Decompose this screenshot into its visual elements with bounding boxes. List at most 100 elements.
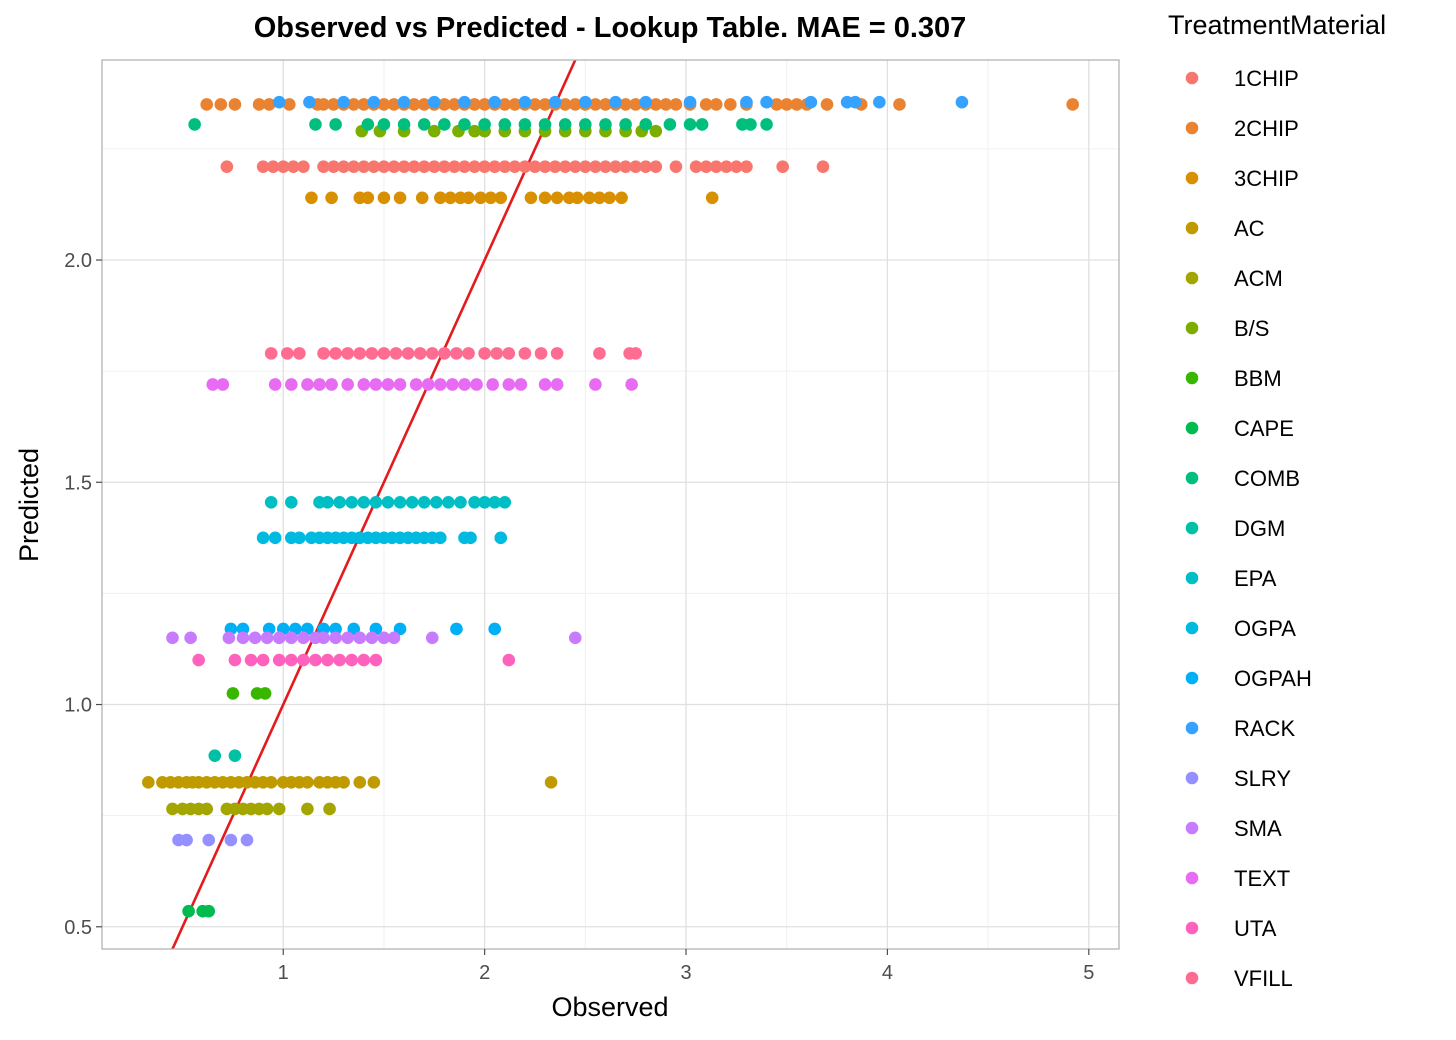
data-point bbox=[442, 495, 455, 509]
legend-key bbox=[1185, 371, 1199, 385]
legend-label: SLRY bbox=[1234, 766, 1291, 791]
legend-item: ACM bbox=[1185, 266, 1283, 291]
data-point bbox=[603, 191, 616, 205]
legend-title: TreatmentMaterial bbox=[1168, 10, 1386, 40]
legend-item: 1CHIP bbox=[1185, 66, 1299, 91]
data-point bbox=[276, 160, 290, 173]
legend-item: SMA bbox=[1185, 816, 1282, 841]
x-tick-label: 2 bbox=[479, 962, 490, 984]
data-point bbox=[776, 160, 789, 173]
legend-key bbox=[1185, 321, 1199, 335]
data-point bbox=[387, 631, 401, 645]
series-DGM bbox=[208, 749, 242, 762]
data-point bbox=[361, 118, 375, 131]
data-point bbox=[548, 95, 562, 109]
data-point bbox=[367, 776, 381, 789]
data-point bbox=[369, 495, 383, 509]
data-point bbox=[305, 191, 318, 205]
data-point bbox=[413, 347, 427, 360]
data-point bbox=[514, 378, 528, 391]
series-OGPA bbox=[256, 531, 508, 545]
legend-items: 1CHIP 2CHIP 3CHIP AC ACM B/S BBM CAPE COMB DGM EPA… bbox=[1185, 66, 1312, 991]
data-point bbox=[202, 833, 216, 847]
data-point bbox=[226, 687, 240, 700]
data-point bbox=[438, 347, 451, 360]
series-1CHIP bbox=[220, 160, 830, 173]
data-point bbox=[538, 378, 552, 391]
data-point bbox=[599, 118, 612, 131]
data-point bbox=[353, 631, 367, 645]
data-point bbox=[329, 631, 342, 645]
data-point bbox=[498, 98, 512, 111]
data-point bbox=[202, 904, 216, 918]
legend-label: DGM bbox=[1234, 516, 1285, 541]
data-point bbox=[649, 160, 663, 173]
data-point bbox=[401, 347, 415, 360]
data-point bbox=[583, 191, 596, 205]
data-point bbox=[297, 653, 310, 667]
data-point bbox=[260, 802, 274, 816]
data-point bbox=[446, 378, 459, 391]
data-point bbox=[317, 631, 330, 645]
data-point bbox=[369, 378, 383, 391]
legend-label: AC bbox=[1234, 216, 1265, 241]
data-point bbox=[268, 531, 282, 545]
data-point bbox=[474, 191, 487, 205]
data-point bbox=[240, 833, 254, 847]
data-point bbox=[166, 802, 179, 816]
legend-label: 1CHIP bbox=[1234, 66, 1299, 91]
data-point bbox=[434, 531, 447, 545]
data-point bbox=[659, 98, 673, 111]
data-point bbox=[619, 98, 632, 111]
data-point bbox=[770, 98, 783, 111]
legend-label: CAPE bbox=[1234, 416, 1294, 441]
x-tick-label: 4 bbox=[882, 962, 893, 984]
data-point bbox=[166, 631, 179, 645]
data-point bbox=[709, 160, 723, 173]
data-point bbox=[347, 622, 361, 636]
data-point bbox=[502, 653, 516, 667]
data-point bbox=[285, 631, 298, 645]
legend-label: 2CHIP bbox=[1234, 116, 1299, 141]
legend-key bbox=[1185, 771, 1199, 785]
data-point bbox=[341, 347, 354, 360]
data-point bbox=[309, 118, 322, 131]
data-point bbox=[369, 653, 383, 667]
data-point bbox=[478, 118, 491, 131]
data-point bbox=[427, 95, 441, 109]
data-point bbox=[222, 631, 236, 645]
data-point bbox=[699, 160, 713, 173]
series-AC bbox=[142, 776, 558, 789]
data-point bbox=[848, 95, 862, 109]
data-point bbox=[301, 378, 314, 391]
data-point bbox=[518, 118, 532, 131]
data-point bbox=[683, 118, 697, 131]
data-point bbox=[365, 347, 379, 360]
data-point bbox=[317, 622, 330, 636]
data-point bbox=[262, 98, 276, 111]
data-point bbox=[893, 98, 906, 111]
data-point bbox=[301, 776, 314, 789]
data-point bbox=[468, 98, 481, 111]
data-point bbox=[705, 191, 719, 205]
data-point bbox=[508, 160, 522, 173]
series-OGPAH bbox=[224, 622, 502, 636]
data-point bbox=[293, 347, 306, 360]
data-point bbox=[214, 98, 228, 111]
data-point bbox=[488, 622, 502, 636]
data-point bbox=[393, 191, 407, 205]
data-point bbox=[524, 191, 538, 205]
data-point bbox=[264, 347, 278, 360]
series-VFILL bbox=[264, 347, 642, 360]
series-CAPE bbox=[182, 904, 216, 918]
data-point bbox=[873, 95, 886, 109]
data-point bbox=[365, 631, 379, 645]
data-point bbox=[256, 160, 270, 173]
data-point bbox=[285, 495, 298, 509]
data-point bbox=[820, 98, 834, 111]
legend-item: DGM bbox=[1185, 516, 1285, 541]
legend-label: VFILL bbox=[1234, 966, 1293, 991]
data-point bbox=[528, 160, 542, 173]
data-point bbox=[538, 191, 552, 205]
data-point bbox=[321, 653, 334, 667]
